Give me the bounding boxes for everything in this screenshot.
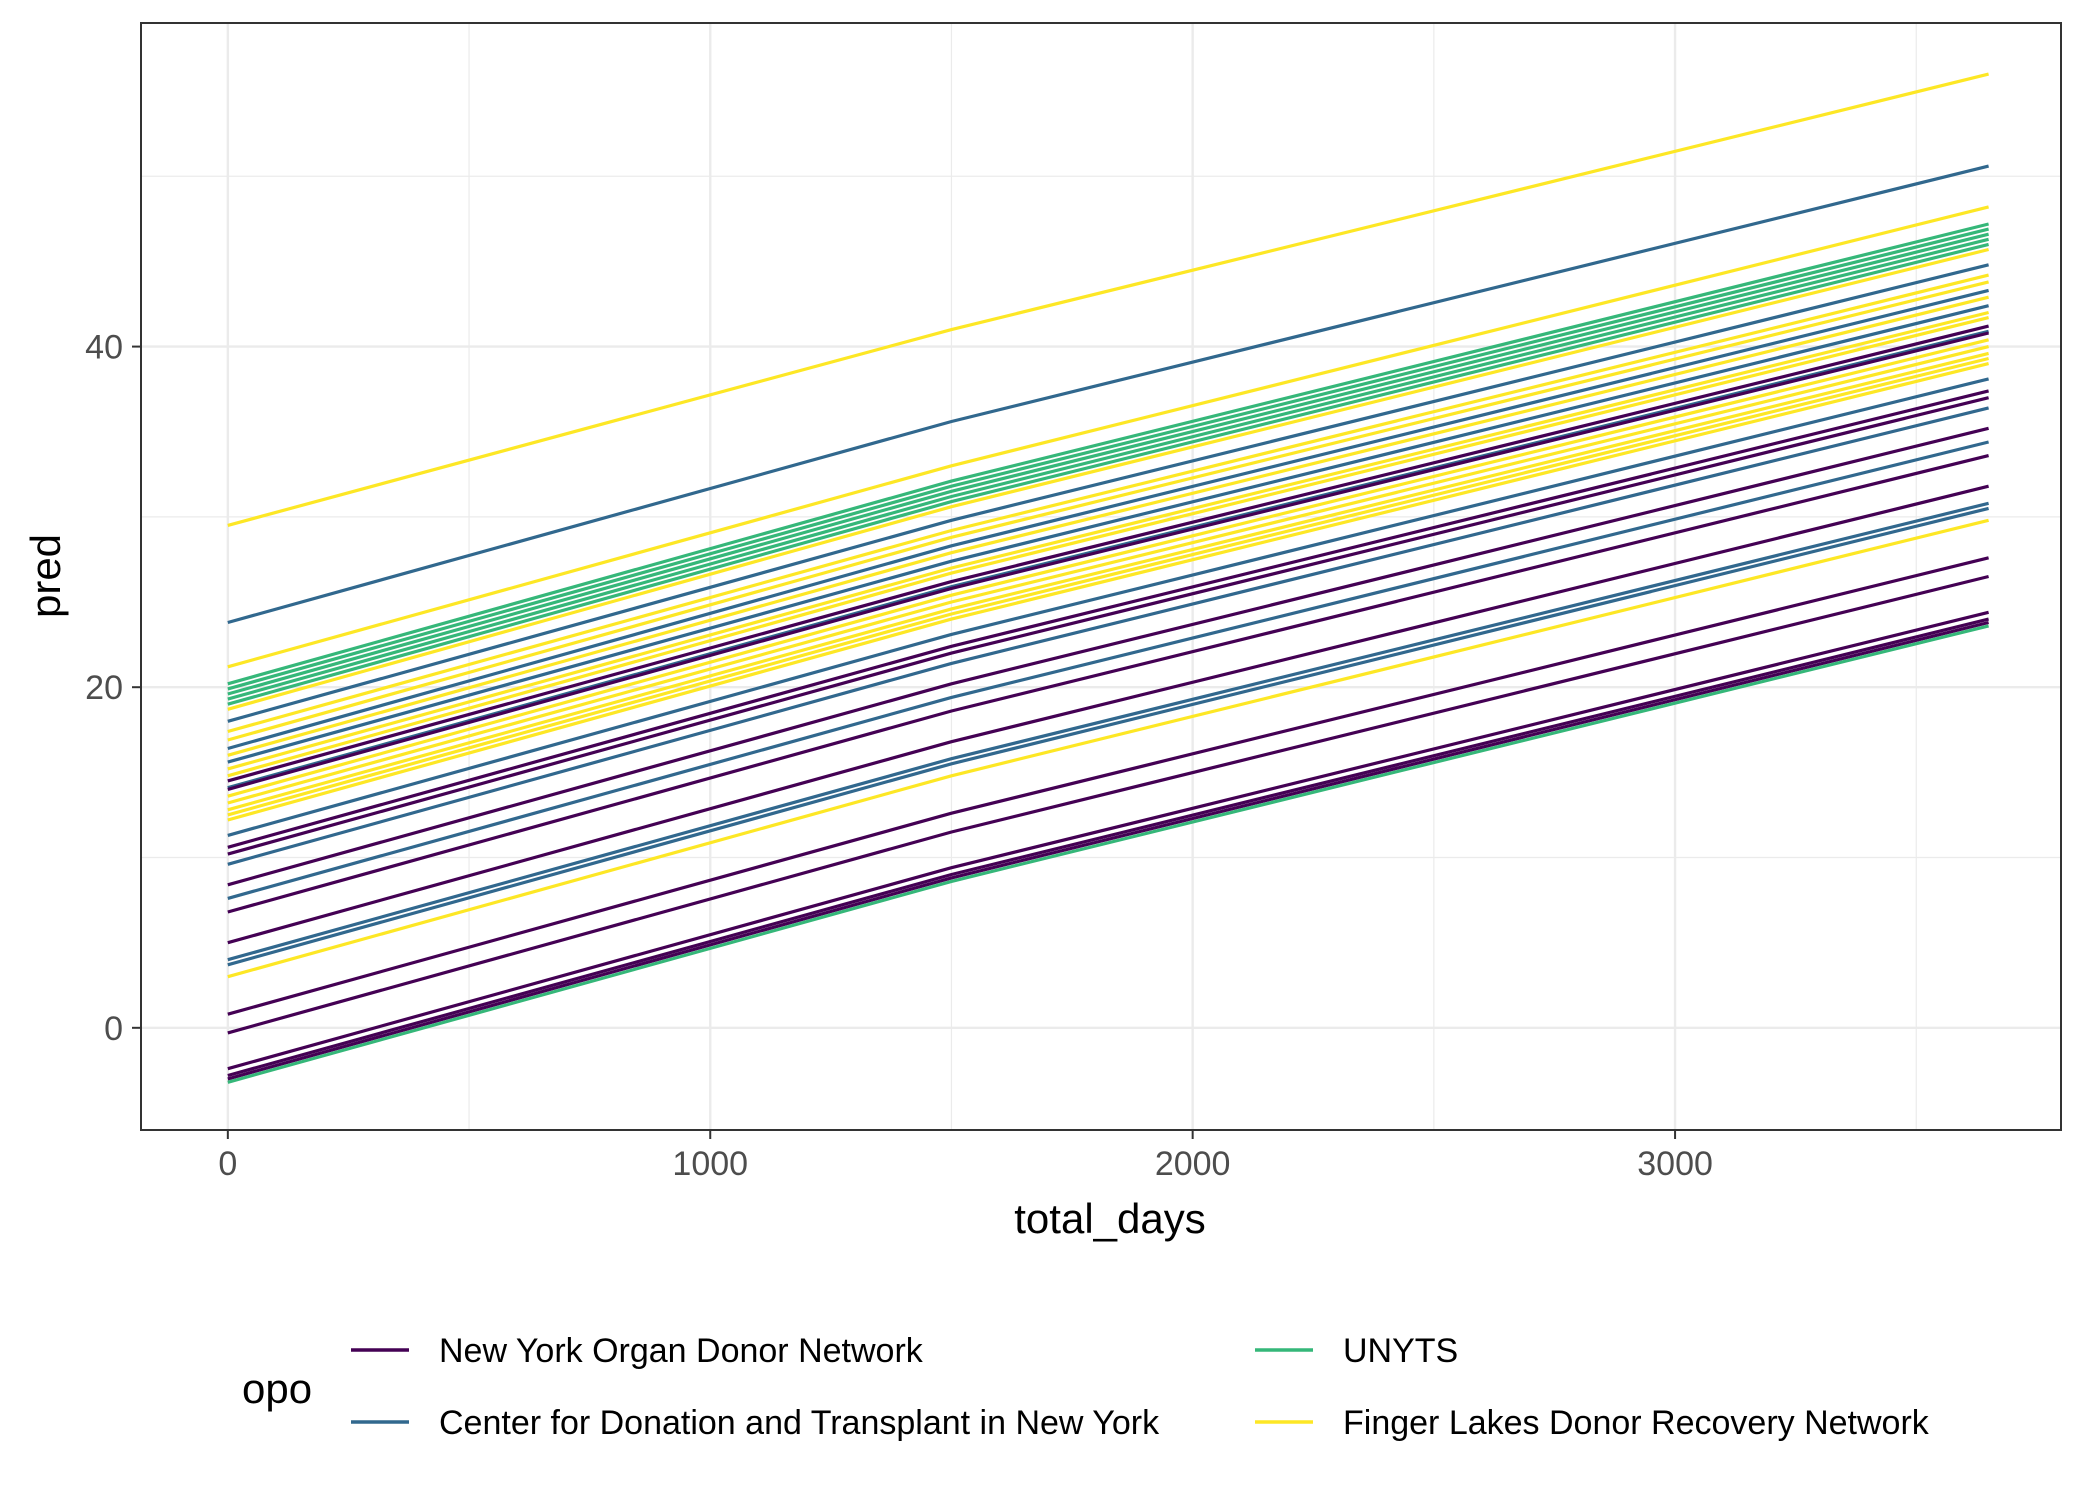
series-line bbox=[227, 610, 1989, 1071]
legend-label: New York Organ Donor Network bbox=[439, 1332, 924, 1370]
series-line bbox=[227, 295, 1989, 757]
series-line bbox=[227, 164, 1989, 625]
x-tick-label: 3000 bbox=[1637, 1145, 1713, 1183]
x-axis-title: total_days bbox=[1014, 1195, 1205, 1242]
x-tick-label: 1000 bbox=[672, 1145, 748, 1183]
y-axis-title: pred bbox=[22, 534, 69, 618]
series-line bbox=[227, 454, 1989, 914]
legend-label: Finger Lakes Donor Recovery Network bbox=[1343, 1404, 1930, 1442]
series-line bbox=[227, 247, 1989, 711]
y-axis: 0 20 40 bbox=[85, 329, 141, 1048]
series-line bbox=[227, 574, 1989, 1035]
series-line bbox=[227, 389, 1989, 849]
series-line bbox=[227, 624, 1989, 1084]
x-axis: 0 1000 2000 3000 bbox=[218, 1130, 1713, 1183]
series-lines bbox=[227, 72, 1989, 1084]
series-line bbox=[227, 362, 1989, 822]
series-line bbox=[227, 237, 1989, 701]
series-line bbox=[227, 620, 1989, 1081]
series-line bbox=[227, 324, 1989, 783]
series-line bbox=[227, 396, 1989, 856]
series-line bbox=[227, 227, 1989, 691]
series-line bbox=[227, 338, 1989, 798]
legend-label: Center for Donation and Transplant in Ne… bbox=[439, 1404, 1160, 1442]
series-line bbox=[227, 501, 1989, 962]
x-tick-label: 2000 bbox=[1155, 1145, 1231, 1183]
series-line bbox=[227, 377, 1989, 837]
y-tick-label: 0 bbox=[104, 1010, 123, 1048]
series-line bbox=[227, 280, 1989, 742]
series-line bbox=[227, 406, 1989, 866]
plot-panel-border bbox=[140, 22, 2062, 1131]
series-line bbox=[227, 310, 1989, 771]
legend: opo New York Organ Donor Network UNYTS Cen… bbox=[242, 1332, 1930, 1442]
series-line bbox=[227, 316, 1989, 778]
series-line bbox=[227, 72, 1989, 527]
legend-label: UNYTS bbox=[1343, 1332, 1458, 1370]
series-line bbox=[227, 356, 1989, 817]
series-line bbox=[227, 617, 1989, 1078]
series-line bbox=[227, 242, 1989, 706]
series-line bbox=[227, 351, 1989, 812]
legend-title: opo bbox=[242, 1365, 312, 1412]
series-line bbox=[227, 304, 1989, 764]
series-line bbox=[227, 556, 1989, 1016]
series-line bbox=[227, 222, 1989, 686]
series-line bbox=[227, 506, 1989, 967]
series-line bbox=[227, 440, 1989, 900]
series-line bbox=[227, 484, 1989, 945]
series-line bbox=[227, 263, 1989, 723]
series-line bbox=[227, 329, 1989, 790]
x-tick-label: 0 bbox=[218, 1145, 237, 1183]
series-line bbox=[227, 288, 1989, 751]
y-tick-label: 40 bbox=[85, 329, 123, 367]
series-line bbox=[227, 273, 1989, 734]
series-line bbox=[227, 205, 1989, 669]
series-line bbox=[227, 345, 1989, 805]
y-tick-label: 20 bbox=[85, 669, 123, 707]
series-line bbox=[227, 426, 1989, 887]
series-line bbox=[227, 331, 1989, 791]
series-line bbox=[227, 518, 1989, 979]
series-line bbox=[227, 232, 1989, 696]
